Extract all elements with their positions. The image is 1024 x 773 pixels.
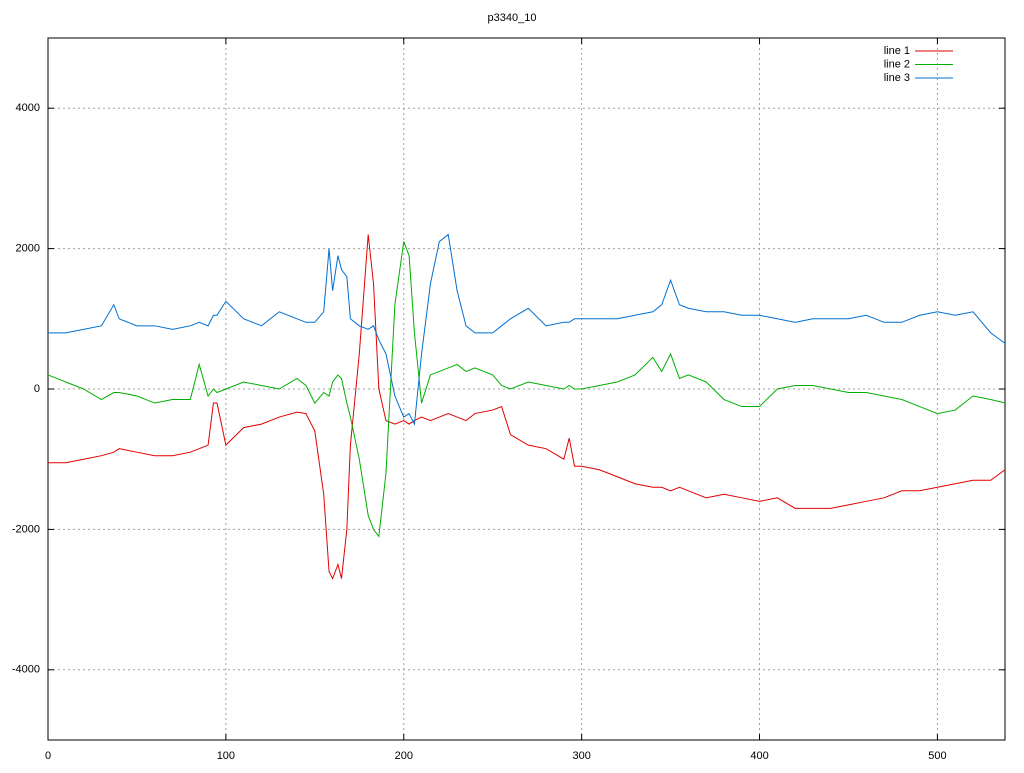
data-line	[47, 241, 1006, 538]
legend-label: line 1	[884, 45, 910, 57]
x-tick-label: 500	[928, 750, 946, 762]
y-tick-label: -2000	[12, 523, 40, 535]
y-tick-label: 2000	[16, 243, 40, 255]
chart-title: p3340_10	[488, 12, 537, 24]
data-line	[48, 233, 1006, 426]
x-tick-label: 300	[572, 750, 590, 762]
y-tick-label: 0	[34, 383, 40, 395]
legend-label: line 2	[884, 58, 910, 70]
y-tick-label: 4000	[16, 102, 40, 114]
x-tick-label: 200	[395, 750, 413, 762]
legend-label: line 3	[884, 72, 910, 84]
x-tick-label: 400	[750, 750, 768, 762]
x-tick-label: 100	[217, 750, 235, 762]
plot-frame	[47, 37, 1006, 741]
data-line	[48, 234, 1006, 580]
x-tick-label: 0	[45, 750, 51, 762]
y-tick-label: -4000	[12, 664, 40, 676]
